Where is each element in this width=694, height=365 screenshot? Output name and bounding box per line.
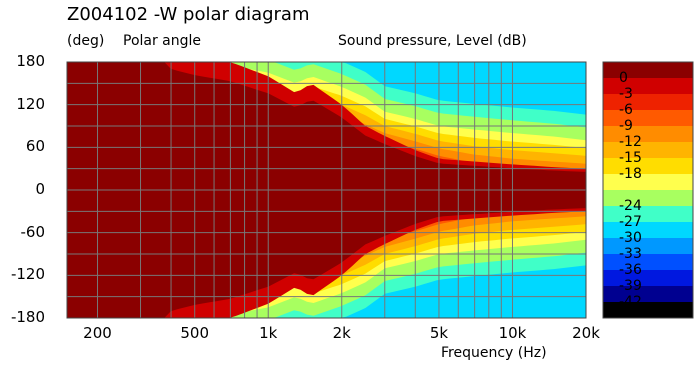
y-tick-label: 60 <box>25 137 45 156</box>
y-tick-label: -60 <box>20 222 46 241</box>
colorbar-swatch <box>603 158 693 175</box>
colorbar-swatch <box>603 174 693 191</box>
x-tick-label: 500 <box>180 324 210 342</box>
colorbar-tick-label: -12 <box>619 134 642 150</box>
colorbar <box>602 61 694 319</box>
colorbar-swatch <box>603 142 693 159</box>
plot-frame <box>66 61 587 319</box>
colorbar-tick-label: -42 <box>619 294 642 310</box>
colorbar-frame <box>602 61 694 319</box>
colorbar-tick-label: -39 <box>619 278 642 294</box>
x-tick-label: 10k <box>498 324 527 342</box>
colorbar-label: Sound pressure, Level (dB) <box>338 33 527 49</box>
y-axis-unit: (deg) <box>67 33 105 49</box>
x-axis-label: Frequency (Hz) <box>441 345 547 361</box>
chart-title: Z004102 -W polar diagram <box>67 4 310 25</box>
colorbar-swatch <box>603 78 693 95</box>
colorbar-swatch <box>603 110 693 127</box>
colorbar-swatch <box>603 62 693 79</box>
colorbar-tick-label: -9 <box>619 118 633 134</box>
y-tick-label: 0 <box>35 180 45 198</box>
y-tick-label: 120 <box>16 94 45 113</box>
y-axis-label: Polar angle <box>123 33 202 49</box>
colorbar-tick-label: -3 <box>619 86 633 102</box>
colorbar-tick-label: -24 <box>619 198 642 214</box>
y-tick-label: -120 <box>10 265 45 284</box>
y-tick-label: 180 <box>16 52 45 70</box>
grid-lines <box>67 62 586 318</box>
colorbar-tick-label: -36 <box>619 262 642 278</box>
colorbar-tick-label: 0 <box>619 70 628 86</box>
colorbar-swatch <box>603 286 693 303</box>
colorbar-swatch <box>603 302 693 319</box>
x-tick-label: 200 <box>83 324 112 342</box>
colorbar-tick-label: -15 <box>619 150 642 166</box>
colorbar-swatch <box>603 238 693 255</box>
colorbar-swatch <box>603 254 693 271</box>
x-tick-label: 1k <box>259 324 278 342</box>
x-tick-label: 2k <box>332 324 351 342</box>
colorbar-swatch <box>603 190 693 207</box>
y-tick-label: -180 <box>10 308 45 326</box>
x-tick-label: 20k <box>572 324 600 342</box>
colorbar-swatch <box>603 222 693 239</box>
colorbar-tick-label: -6 <box>619 102 633 118</box>
colorbar-tick-label: -33 <box>619 246 642 262</box>
colorbar-tick-label: -18 <box>619 166 642 182</box>
colorbar-swatch <box>603 270 693 287</box>
colorbar-swatch <box>603 94 693 111</box>
colorbar-swatch <box>603 126 693 143</box>
x-tick-label: 5k <box>429 324 449 342</box>
colorbar-swatch <box>603 206 693 223</box>
colorbar-tick-label: -30 <box>619 230 642 246</box>
colorbar-tick-label: -27 <box>619 214 642 230</box>
